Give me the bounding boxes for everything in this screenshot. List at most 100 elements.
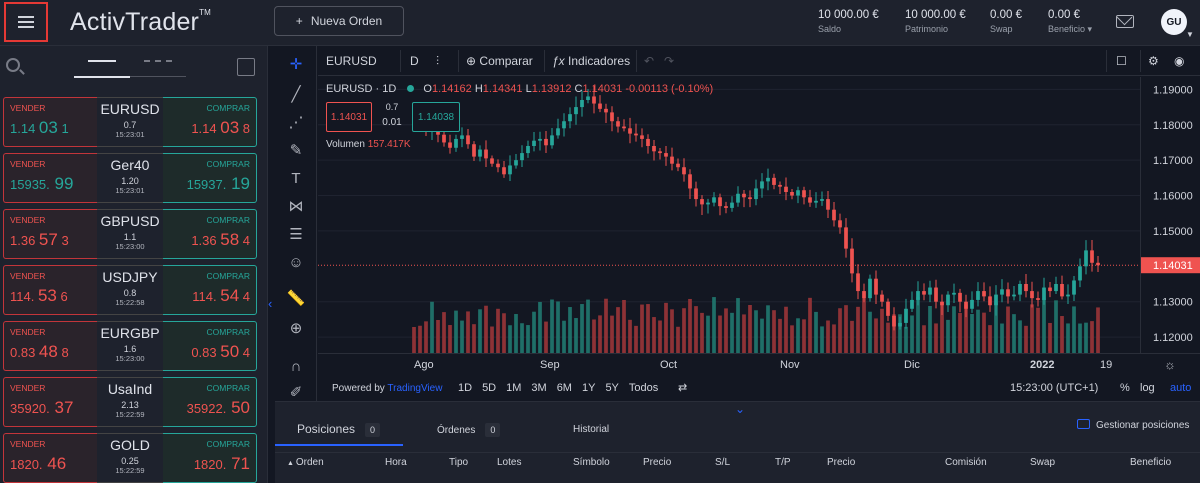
buy-button[interactable]: COMPRAR 35922. 50: [163, 377, 257, 427]
watchlist-card[interactable]: VENDER 1820. 46 GOLD 0.25 15:22:59 COMPR…: [3, 433, 257, 483]
ruler-icon[interactable]: 📏: [286, 290, 306, 307]
watchlist-card[interactable]: VENDER 15935. 99 Ger40 1.20 15:23:01 COM…: [3, 153, 257, 203]
range-button[interactable]: 1M: [506, 382, 522, 394]
undo-icon[interactable]: ↶: [644, 54, 655, 68]
watchlist-card[interactable]: VENDER 1.14 03 1 EURUSD 0.7 15:23:01 COM…: [3, 97, 257, 147]
buy-button[interactable]: COMPRAR 1.14 03 8: [163, 97, 257, 147]
date-range-icon[interactable]: ⇄: [678, 382, 688, 394]
watchlist-card[interactable]: VENDER 114. 53 6 USDJPY 0.8 15:22:58 COM…: [3, 265, 257, 315]
buy-button[interactable]: COMPRAR 0.83 50 4: [163, 321, 257, 371]
indicators-button[interactable]: ƒx Indicadores: [552, 54, 631, 68]
sell-button[interactable]: VENDER 1.36 57 3: [3, 209, 97, 259]
magnet-icon[interactable]: ∩: [290, 357, 302, 375]
buy-price-box[interactable]: 1.14038: [412, 102, 460, 132]
tab-orders[interactable]: Órdenes 0: [437, 423, 501, 437]
sell-button[interactable]: VENDER 0.83 48 8: [3, 321, 97, 371]
symbol-name: GOLD: [110, 437, 150, 453]
candle-body: [952, 292, 956, 295]
volume-bar: [1066, 323, 1070, 353]
column-header[interactable]: Swap: [1030, 457, 1056, 468]
range-button[interactable]: 6M: [556, 382, 572, 394]
crosshair-icon[interactable]: ✛: [289, 56, 303, 73]
column-header[interactable]: Comisión: [945, 457, 987, 468]
column-header[interactable]: Tipo: [449, 457, 469, 468]
edit-icon[interactable]: [237, 58, 255, 76]
candle-body: [868, 278, 872, 299]
compare-button[interactable]: ⊕ Comparar: [466, 54, 533, 68]
mail-icon[interactable]: [1116, 15, 1134, 28]
fib-tool-icon[interactable]: ⋰: [288, 114, 304, 131]
buy-button[interactable]: COMPRAR 1820. 71: [163, 433, 257, 483]
new-order-button[interactable]: + Nueva Orden: [274, 6, 404, 36]
range-button[interactable]: 5Y: [605, 382, 619, 394]
redo-icon[interactable]: ↷: [664, 54, 675, 68]
brush-icon[interactable]: ✎: [289, 142, 303, 159]
range-button[interactable]: 1D: [458, 382, 473, 394]
candles-icon[interactable]: ⫶: [436, 54, 440, 68]
sell-button[interactable]: VENDER 114. 53 6: [3, 265, 97, 315]
sell-price-box[interactable]: 1.14031: [326, 102, 372, 132]
column-header[interactable]: ▲ Orden: [287, 457, 324, 468]
chevron-down-icon[interactable]: ▼: [1186, 30, 1194, 39]
fullscreen-icon[interactable]: ☐: [1116, 54, 1127, 68]
lock-pencil-icon[interactable]: ✐: [289, 384, 303, 401]
watchlist-card[interactable]: VENDER 35920. 37 UsaInd 2.13 15:22:59 CO…: [3, 377, 257, 427]
column-header[interactable]: Precio: [827, 457, 856, 468]
watchlist-card[interactable]: VENDER 1.36 57 3 GBPUSD 1.1 15:23:00 COM…: [3, 209, 257, 259]
menu-icon[interactable]: [4, 2, 48, 42]
candle-body: [838, 220, 842, 228]
price-axis[interactable]: 1.19000 1.18000 1.17000 1.16000 1.15000 1.140…: [1140, 77, 1200, 353]
column-header[interactable]: Hora: [385, 457, 407, 468]
list-view-icon[interactable]: [88, 60, 116, 64]
column-header[interactable]: Precio: [643, 457, 672, 468]
pattern-icon[interactable]: ⋈: [288, 198, 304, 215]
measure-icon[interactable]: ☰: [289, 226, 303, 243]
search-icon[interactable]: [6, 58, 20, 72]
auto-toggle[interactable]: auto: [1170, 382, 1192, 394]
tab-compact-view[interactable]: [130, 76, 186, 77]
column-header[interactable]: Lotes: [497, 457, 522, 468]
expand-panel-icon[interactable]: ⌄: [735, 402, 746, 416]
sell-button[interactable]: VENDER 1820. 46: [3, 433, 97, 483]
trend-line-icon[interactable]: ╱: [291, 86, 301, 103]
buy-button[interactable]: COMPRAR 1.36 58 4: [163, 209, 257, 259]
buy-button[interactable]: COMPRAR 114. 54 4: [163, 265, 257, 315]
tab-history[interactable]: Historial: [573, 424, 610, 435]
range-button[interactable]: 1Y: [581, 382, 596, 394]
range-button[interactable]: 3M: [531, 382, 547, 394]
powered-by[interactable]: Powered by TradingView: [332, 383, 443, 394]
watchlist-card[interactable]: VENDER 0.83 48 8 EURGBP 1.6 15:23:00 COM…: [3, 321, 257, 371]
log-toggle[interactable]: log: [1140, 382, 1155, 394]
tab-list-view[interactable]: [74, 76, 130, 78]
text-tool-icon[interactable]: T: [291, 169, 301, 187]
emoji-icon[interactable]: ☺: [288, 253, 304, 271]
profit-stat[interactable]: 0.00 € Beneficio ▾: [1048, 9, 1093, 34]
column-header[interactable]: S/L: [715, 457, 731, 468]
sell-button[interactable]: VENDER 35920. 37: [3, 377, 97, 427]
quote-time: 15:22:59: [115, 466, 145, 475]
manage-positions-button[interactable]: Gestionar posiciones: [1077, 419, 1189, 431]
compact-view-icon[interactable]: [144, 60, 172, 64]
clock-time[interactable]: 15:23:00 (UTC+1): [1010, 382, 1099, 394]
candle-body: [892, 315, 896, 327]
zoom-in-icon[interactable]: ⊕: [289, 320, 303, 337]
tab-positions[interactable]: Posiciones 0: [297, 422, 381, 437]
avatar[interactable]: GU: [1161, 9, 1187, 35]
volume-bar: [604, 298, 608, 353]
symbol-selector[interactable]: EURUSD: [326, 54, 377, 68]
sell-button[interactable]: VENDER 1.14 03 1: [3, 97, 97, 147]
column-header[interactable]: Beneficio: [1130, 457, 1172, 468]
range-button[interactable]: 5D: [482, 382, 497, 394]
column-header[interactable]: T/P: [775, 457, 791, 468]
time-axis[interactable]: Ago Sep Oct Nov Dic 2022 19 ☼: [318, 353, 1200, 373]
buy-button[interactable]: COMPRAR 15937. 19: [163, 153, 257, 203]
collapse-panel-icon[interactable]: ‹: [268, 296, 273, 311]
range-button[interactable]: Todos: [628, 382, 659, 394]
settings-icon[interactable]: ⚙: [1148, 54, 1159, 68]
percent-toggle[interactable]: %: [1120, 382, 1130, 394]
volume-bar: [916, 297, 920, 353]
camera-icon[interactable]: ◉: [1174, 54, 1185, 68]
sell-button[interactable]: VENDER 15935. 99: [3, 153, 97, 203]
interval-selector[interactable]: D: [410, 54, 419, 68]
column-header[interactable]: Símbolo: [573, 457, 610, 468]
